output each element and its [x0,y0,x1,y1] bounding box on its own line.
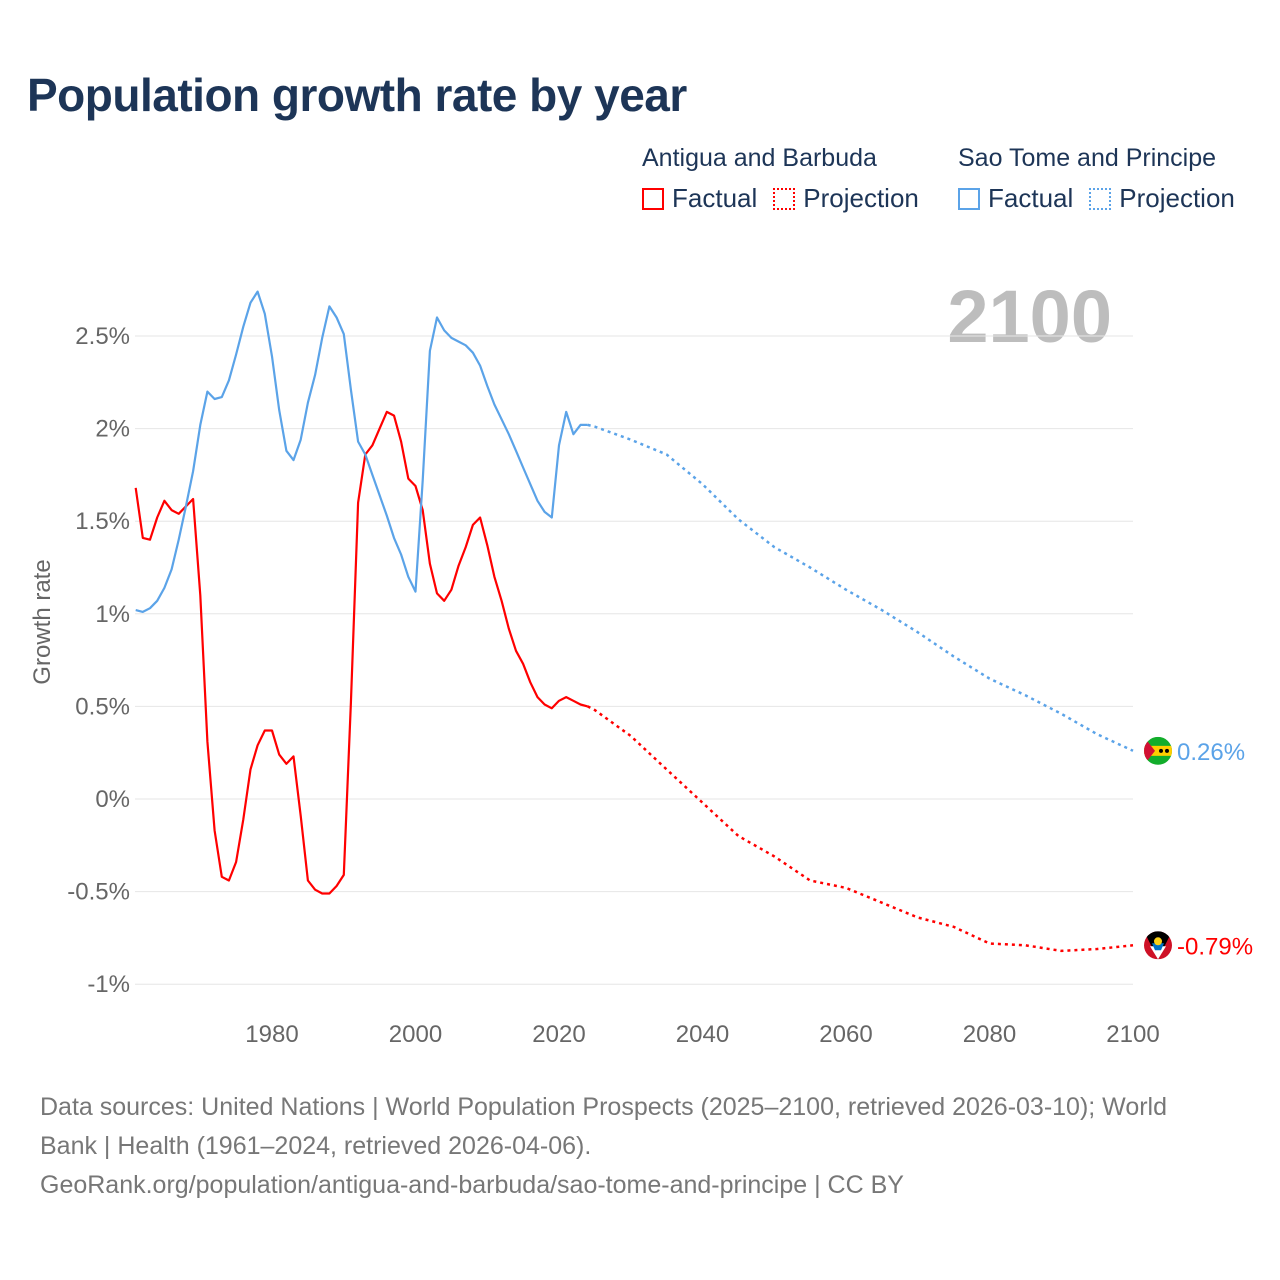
source-note: Data sources: United Nations | World Pop… [40,1088,1240,1205]
antigua-and-barbuda-factual-line [134,410,588,895]
y-tick-label: -1% [87,971,130,998]
flag-star [1165,748,1169,753]
y-tick-label: 1.5% [75,508,130,535]
x-tick-label: 2080 [963,1021,1016,1048]
y-tick-label: 0% [95,786,130,813]
flag-triangle [1144,736,1155,765]
x-tick-label: 2100 [1106,1021,1159,1048]
legend-country-name: Antigua and Barbuda [642,144,877,172]
antigua-and-barbuda-flag-icon [1144,931,1172,960]
legend-sao-tome: Sao Tome and Principe Factual Projection [958,144,1251,214]
sao-tome-and-principe-projection-line [587,423,1134,752]
legend-antigua: Antigua and Barbuda Factual Projection [642,144,935,214]
antigua-and-barbuda-projection-line [587,705,1134,953]
antigua-and-barbuda-end-value-label: -0.79% [1177,933,1253,960]
sao-tome-and-principe-flag-icon [1144,736,1172,765]
flag-star [1159,748,1163,753]
year-indicator: 2100 [947,275,1112,358]
source-link[interactable]: GeoRank.org/population/antigua-and-barbu… [40,1171,904,1199]
legend-projection-swatch [773,187,796,210]
x-tick-label: 2020 [532,1021,585,1048]
legend-country-name: Sao Tome and Principe [958,144,1217,172]
source-line: Bank | Health (1961–2024, retrieved 2026… [40,1132,592,1160]
legend-factual-swatch [958,187,980,210]
x-tick-label: 1980 [245,1021,298,1048]
y-tick-label: 2.5% [75,323,130,350]
y-tick-label: 2% [95,416,130,443]
sao-tome-and-principe-factual-line [135,290,588,614]
legend-projection-label[interactable]: Projection [1119,183,1235,213]
legend-factual-label[interactable]: Factual [988,183,1074,213]
flag-stripe [1144,745,1172,756]
y-tick-label: 1% [95,601,130,628]
legend-factual-swatch [642,187,664,210]
x-tick-label: 2000 [389,1021,442,1048]
flag-body [1144,736,1172,765]
flag-white [1150,946,1166,960]
legend-projection-swatch [1089,187,1112,210]
y-tick-label: 0.5% [75,693,130,720]
x-tick-label: 2060 [819,1021,872,1048]
flag-blue [1152,943,1164,951]
legend-projection-label[interactable]: Projection [803,183,919,213]
flag-body [1144,931,1172,960]
y-tick-label: -0.5% [67,879,130,906]
chart-title: Population growth rate by year [27,69,687,121]
x-tick-label: 2040 [676,1021,729,1048]
legend-factual-label[interactable]: Factual [672,183,758,213]
flag-sun [1154,937,1162,946]
source-line: Data sources: United Nations | World Pop… [40,1093,1168,1121]
y-axis-label: Growth rate [29,559,56,684]
sao-tome-and-principe-end-value-label: 0.26% [1177,739,1245,766]
